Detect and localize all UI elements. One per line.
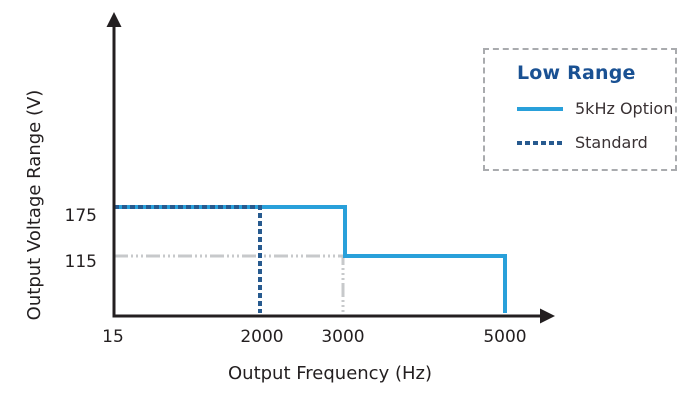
legend-box: Low Range 5kHz Option Standard	[483, 48, 677, 171]
legend-item-label: Standard	[575, 133, 648, 152]
series-5khz-option	[114, 205, 507, 313]
y-tick-175: 175	[65, 206, 97, 226]
x-axis-title: Output Frequency (Hz)	[228, 363, 432, 384]
series-standard	[114, 205, 262, 313]
x-tick-3000: 3000	[321, 327, 364, 347]
legend-item-standard: Standard	[517, 133, 675, 152]
legend-item-label: 5kHz Option	[575, 99, 674, 118]
series-layer	[114, 205, 507, 314]
y-axis-arrow-icon	[106, 12, 122, 27]
x-axis	[112, 308, 555, 324]
x-tick-15: 15	[102, 327, 124, 347]
dashed-line-swatch-icon	[517, 140, 563, 145]
y-tick-115: 115	[65, 252, 97, 272]
legend-item-5khz-option: 5kHz Option	[517, 99, 675, 118]
legend-title: Low Range	[517, 62, 636, 84]
y-axis-title: Output Voltage Range (V)	[24, 90, 45, 321]
solid-line-swatch-icon	[517, 106, 563, 111]
series-reference-115v	[114, 254, 345, 314]
x-tick-2000: 2000	[240, 327, 283, 347]
x-axis-arrow-icon	[540, 308, 555, 324]
y-axis	[106, 12, 122, 317]
x-tick-5000: 5000	[483, 327, 526, 347]
